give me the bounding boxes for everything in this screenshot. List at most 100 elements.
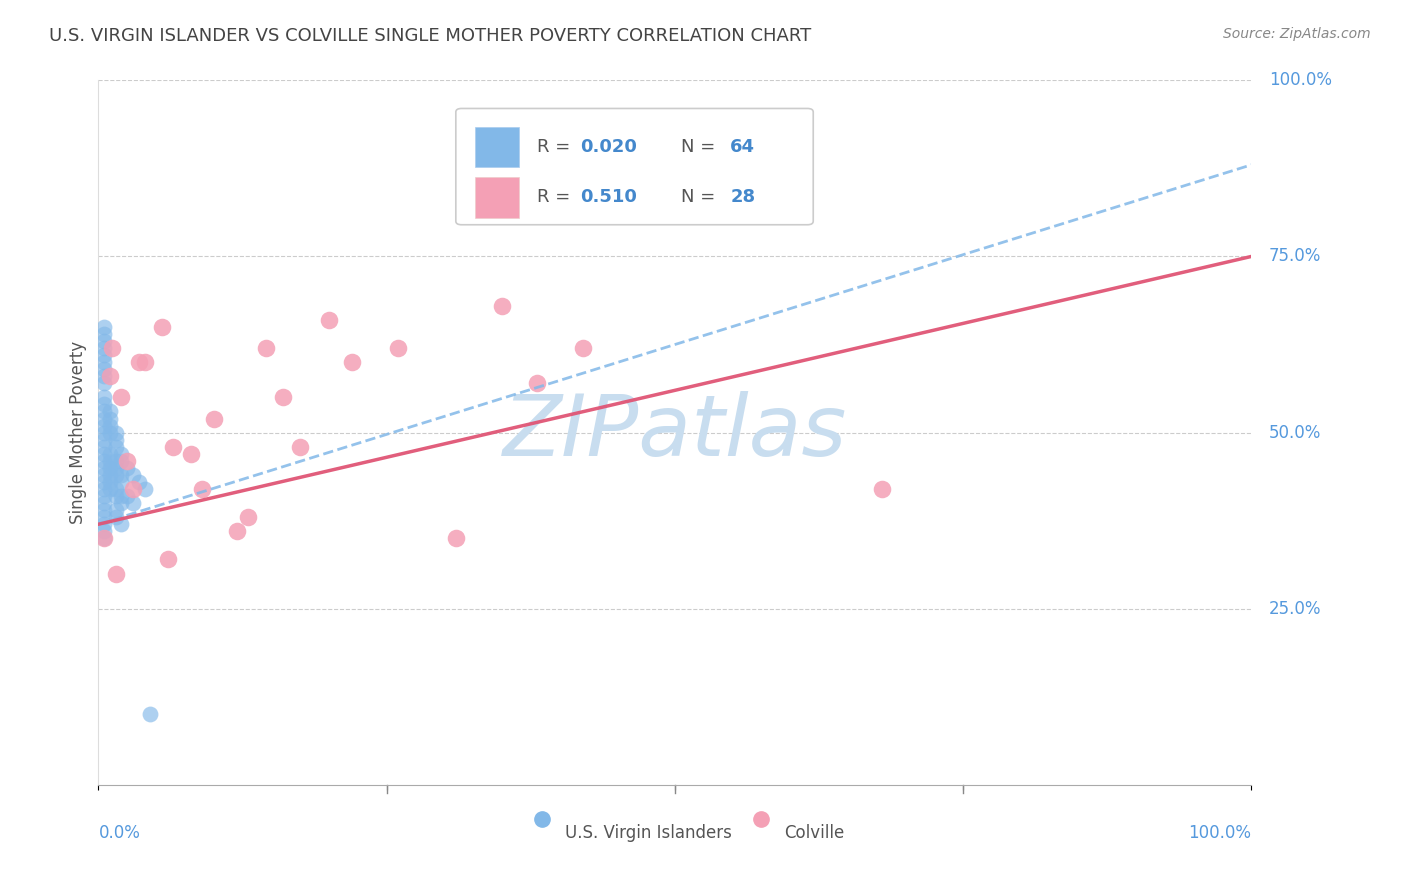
Point [98,447,121,461]
Text: 64: 64 [730,138,755,156]
Point [98,475,121,489]
Point [93,496,115,510]
Point [271,391,294,405]
Point [128,355,150,369]
Point [122,496,145,510]
Point [225,524,247,539]
Point [93,341,115,355]
Point [93,532,115,546]
Text: 0.0%: 0.0% [98,823,141,842]
Text: Colville: Colville [785,823,845,842]
Text: 0.020: 0.020 [581,138,637,156]
Text: U.S. Virgin Islanders: U.S. Virgin Islanders [565,823,733,842]
Point [117,489,139,503]
Point [110,517,132,532]
Point [93,447,115,461]
Point [93,489,115,503]
Text: 28: 28 [730,188,755,206]
Point [128,475,150,489]
Point [202,411,225,425]
Point [110,467,132,482]
Point [110,454,132,468]
Point [491,299,513,313]
Point [98,467,121,482]
Text: 75.0%: 75.0% [1268,247,1322,266]
Point [318,313,340,327]
Point [93,503,115,517]
Point [872,482,894,496]
Text: 0.510: 0.510 [581,188,637,206]
Point [104,460,127,475]
Point [139,707,162,722]
Point [98,482,121,496]
Point [93,524,115,539]
Point [110,496,132,510]
Point [110,489,132,503]
Text: N =: N = [681,188,721,206]
Point [93,440,115,454]
Point [93,418,115,433]
Point [110,447,132,461]
Text: Source: ZipAtlas.com: Source: ZipAtlas.com [1223,27,1371,41]
Point [98,460,121,475]
Point [110,391,132,405]
Point [93,348,115,362]
Point [122,482,145,496]
Point [93,517,115,532]
Point [104,440,127,454]
Point [93,510,115,524]
Point [254,341,277,355]
Point [98,411,121,425]
Text: 50.0%: 50.0% [1268,424,1322,442]
Point [191,482,214,496]
Point [104,433,127,447]
Point [180,447,202,461]
Y-axis label: Single Mother Poverty: Single Mother Poverty [69,341,87,524]
Point [117,454,139,468]
Point [238,510,260,524]
Point [98,369,121,384]
Point [93,460,115,475]
Point [104,510,127,524]
Text: N =: N = [681,138,721,156]
Point [93,433,115,447]
Point [134,355,156,369]
Text: 100.0%: 100.0% [1268,71,1331,89]
Point [162,440,184,454]
Point [104,425,127,440]
Point [98,425,121,440]
Point [93,475,115,489]
Point [93,326,115,341]
FancyBboxPatch shape [456,109,813,225]
Point [290,440,312,454]
Point [104,454,127,468]
Point [104,489,127,503]
Point [93,404,115,418]
Point [117,460,139,475]
Point [93,355,115,369]
Point [110,475,132,489]
Point [93,391,115,405]
Point [93,369,115,384]
Text: 25.0%: 25.0% [1268,599,1322,618]
Point [104,503,127,517]
Text: U.S. VIRGIN ISLANDER VS COLVILLE SINGLE MOTHER POVERTY CORRELATION CHART: U.S. VIRGIN ISLANDER VS COLVILLE SINGLE … [49,27,811,45]
Text: ZIPatlas: ZIPatlas [503,391,846,475]
Point [340,355,363,369]
Point [93,376,115,391]
Text: R =: R = [537,188,575,206]
Point [104,566,127,581]
Point [93,334,115,348]
FancyBboxPatch shape [475,177,519,218]
Point [571,341,593,355]
Point [526,376,548,391]
Point [104,482,127,496]
Point [93,397,115,411]
Point [150,320,173,334]
Point [156,552,179,566]
Point [93,320,115,334]
Point [98,454,121,468]
Point [387,341,409,355]
Point [93,532,115,546]
Point [134,482,156,496]
